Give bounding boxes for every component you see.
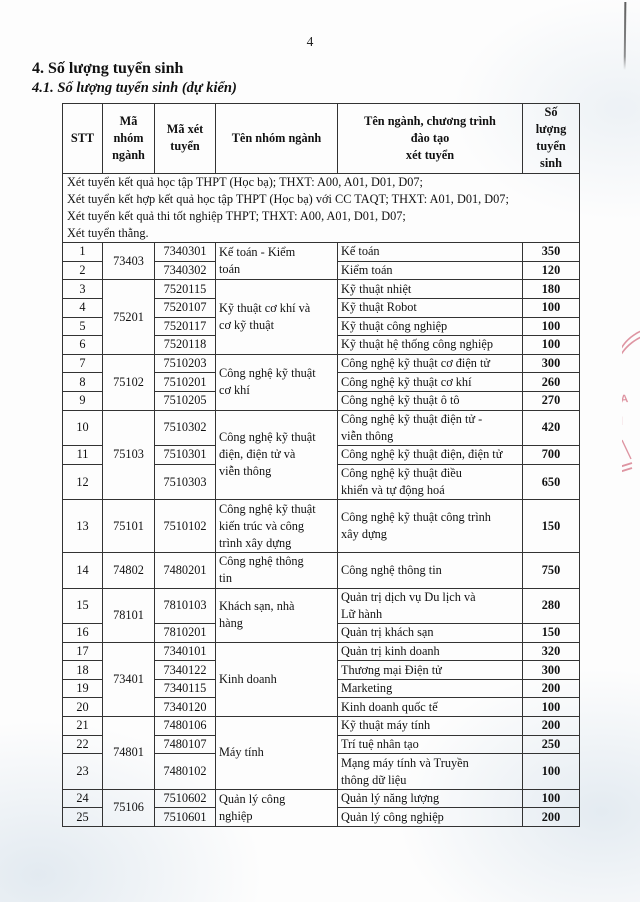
svg-text:ÔA: ÔA <box>622 392 629 406</box>
svg-text:ĐI: ĐI <box>622 414 623 428</box>
